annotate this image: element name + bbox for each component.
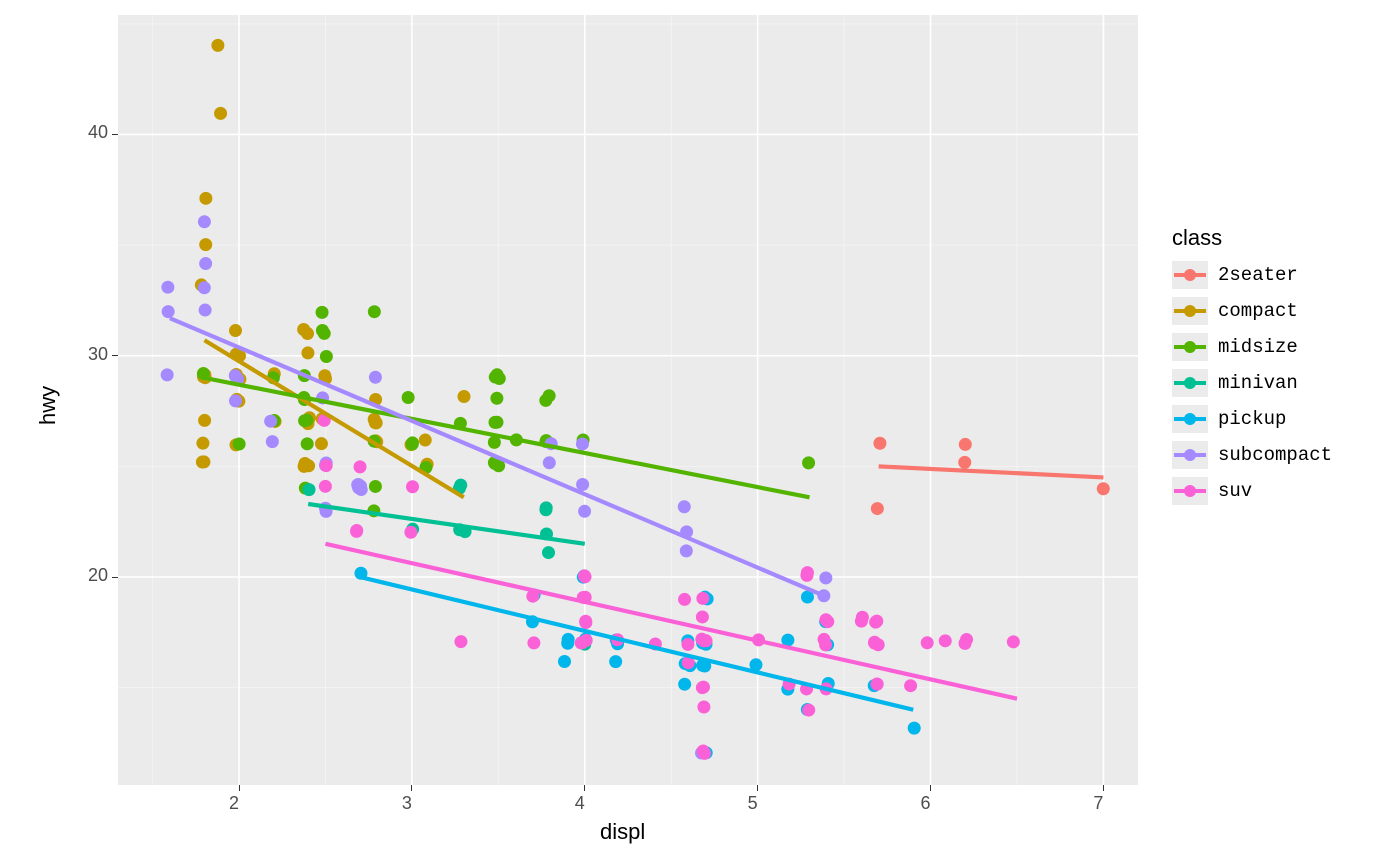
legend-item: 2seater xyxy=(1172,261,1332,289)
legend-item: minivan xyxy=(1172,369,1332,397)
x-axis-title: displ xyxy=(600,819,645,845)
x-tick-label: 7 xyxy=(1093,793,1103,814)
legend: class 2seater compact midsize minivan pickup… xyxy=(1172,225,1332,513)
legend-item: pickup xyxy=(1172,405,1332,433)
legend-label: subcompact xyxy=(1218,444,1332,466)
legend-title: class xyxy=(1172,225,1332,251)
legend-label: suv xyxy=(1218,480,1252,502)
y-tick-label: 20 xyxy=(88,565,108,586)
legend-item: suv xyxy=(1172,477,1332,505)
x-tick-label: 4 xyxy=(575,793,585,814)
y-tick-label: 40 xyxy=(88,122,108,143)
plot-panel xyxy=(118,15,1138,785)
legend-key xyxy=(1172,405,1208,433)
legend-label: midsize xyxy=(1218,336,1298,358)
legend-label: minivan xyxy=(1218,372,1298,394)
plot-svg xyxy=(118,15,1138,785)
legend-label: 2seater xyxy=(1218,264,1298,286)
legend-key xyxy=(1172,261,1208,289)
legend-label: pickup xyxy=(1218,408,1286,430)
legend-key xyxy=(1172,477,1208,505)
scatter-chart: hwy displ 2 3 4 5 6 7 20 30 40 class 2seater com… xyxy=(0,0,1400,866)
x-tick-label: 3 xyxy=(402,793,412,814)
x-tick-label: 2 xyxy=(229,793,239,814)
legend-label: compact xyxy=(1218,300,1298,322)
legend-item: compact xyxy=(1172,297,1332,325)
x-tick-label: 6 xyxy=(921,793,931,814)
y-axis-title: hwy xyxy=(35,386,61,425)
legend-key xyxy=(1172,441,1208,469)
legend-key xyxy=(1172,333,1208,361)
legend-key xyxy=(1172,297,1208,325)
legend-item: midsize xyxy=(1172,333,1332,361)
legend-key xyxy=(1172,369,1208,397)
y-tick-label: 30 xyxy=(88,344,108,365)
x-tick-label: 5 xyxy=(748,793,758,814)
legend-item: subcompact xyxy=(1172,441,1332,469)
legend-items: 2seater compact midsize minivan pickup subcom… xyxy=(1172,261,1332,505)
